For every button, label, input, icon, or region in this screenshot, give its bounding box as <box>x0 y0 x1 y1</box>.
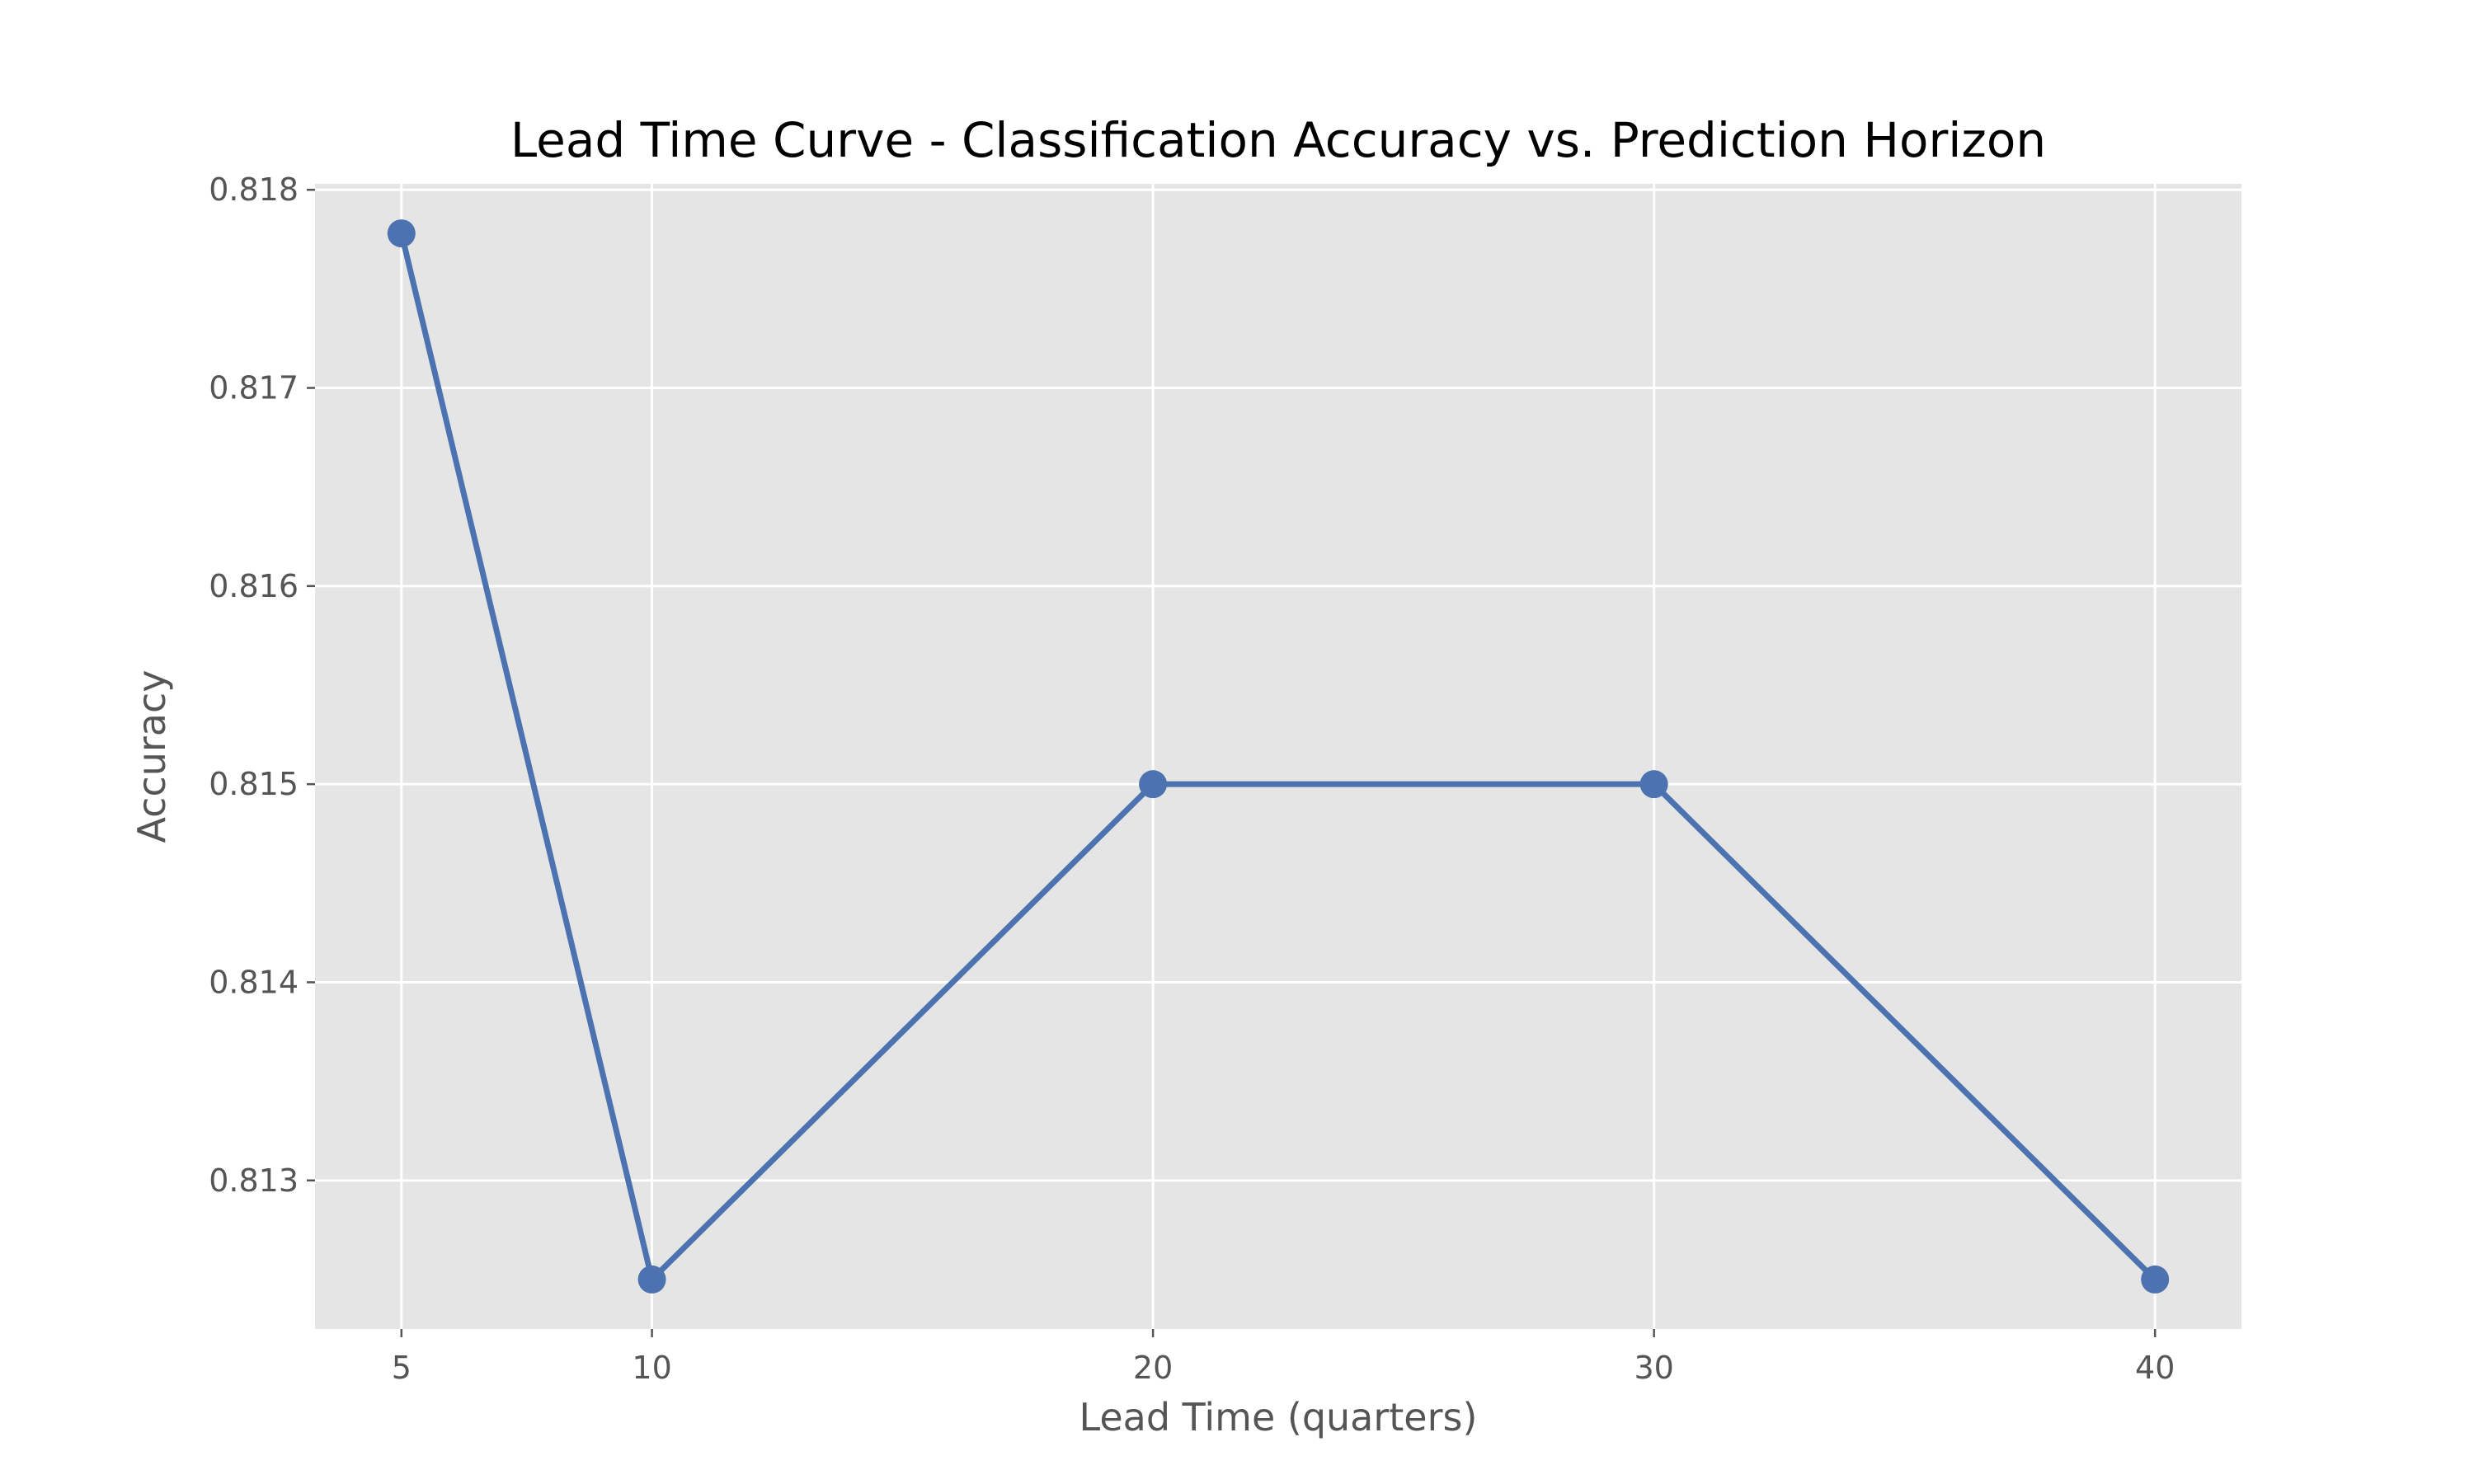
y-tick-label: 0.813 <box>209 1162 299 1199</box>
y-tick-label: 0.817 <box>209 370 299 406</box>
y-tick-label: 0.814 <box>209 964 299 1000</box>
data-point <box>1639 770 1668 799</box>
y-axis-label: Accuracy <box>129 669 174 843</box>
plot-area <box>315 184 2241 1329</box>
x-tick-label: 40 <box>2135 1350 2175 1386</box>
x-axis-label: Lead Time (quarters) <box>1079 1395 1478 1439</box>
x-tick-label: 5 <box>392 1350 412 1386</box>
data-point <box>2141 1265 2170 1294</box>
x-tick-label: 10 <box>632 1350 671 1386</box>
y-tick-label: 0.818 <box>209 171 299 208</box>
axis-ticks: 5 10 20 30 40 0.813 0.814 0.815 0.816 0.817 0.818 <box>209 171 2175 1386</box>
x-tick-label: 20 <box>1133 1350 1173 1386</box>
data-series <box>387 219 2170 1294</box>
y-tick-label: 0.815 <box>209 766 299 802</box>
data-point <box>637 1265 666 1294</box>
x-tick-label: 30 <box>1634 1350 1673 1386</box>
y-tick-label: 0.816 <box>209 568 299 604</box>
grid-lines <box>315 184 2241 1329</box>
chart-title: Lead Time Curve - Classification Accurac… <box>510 112 2046 168</box>
data-point <box>1139 770 1168 799</box>
data-point <box>387 219 416 248</box>
